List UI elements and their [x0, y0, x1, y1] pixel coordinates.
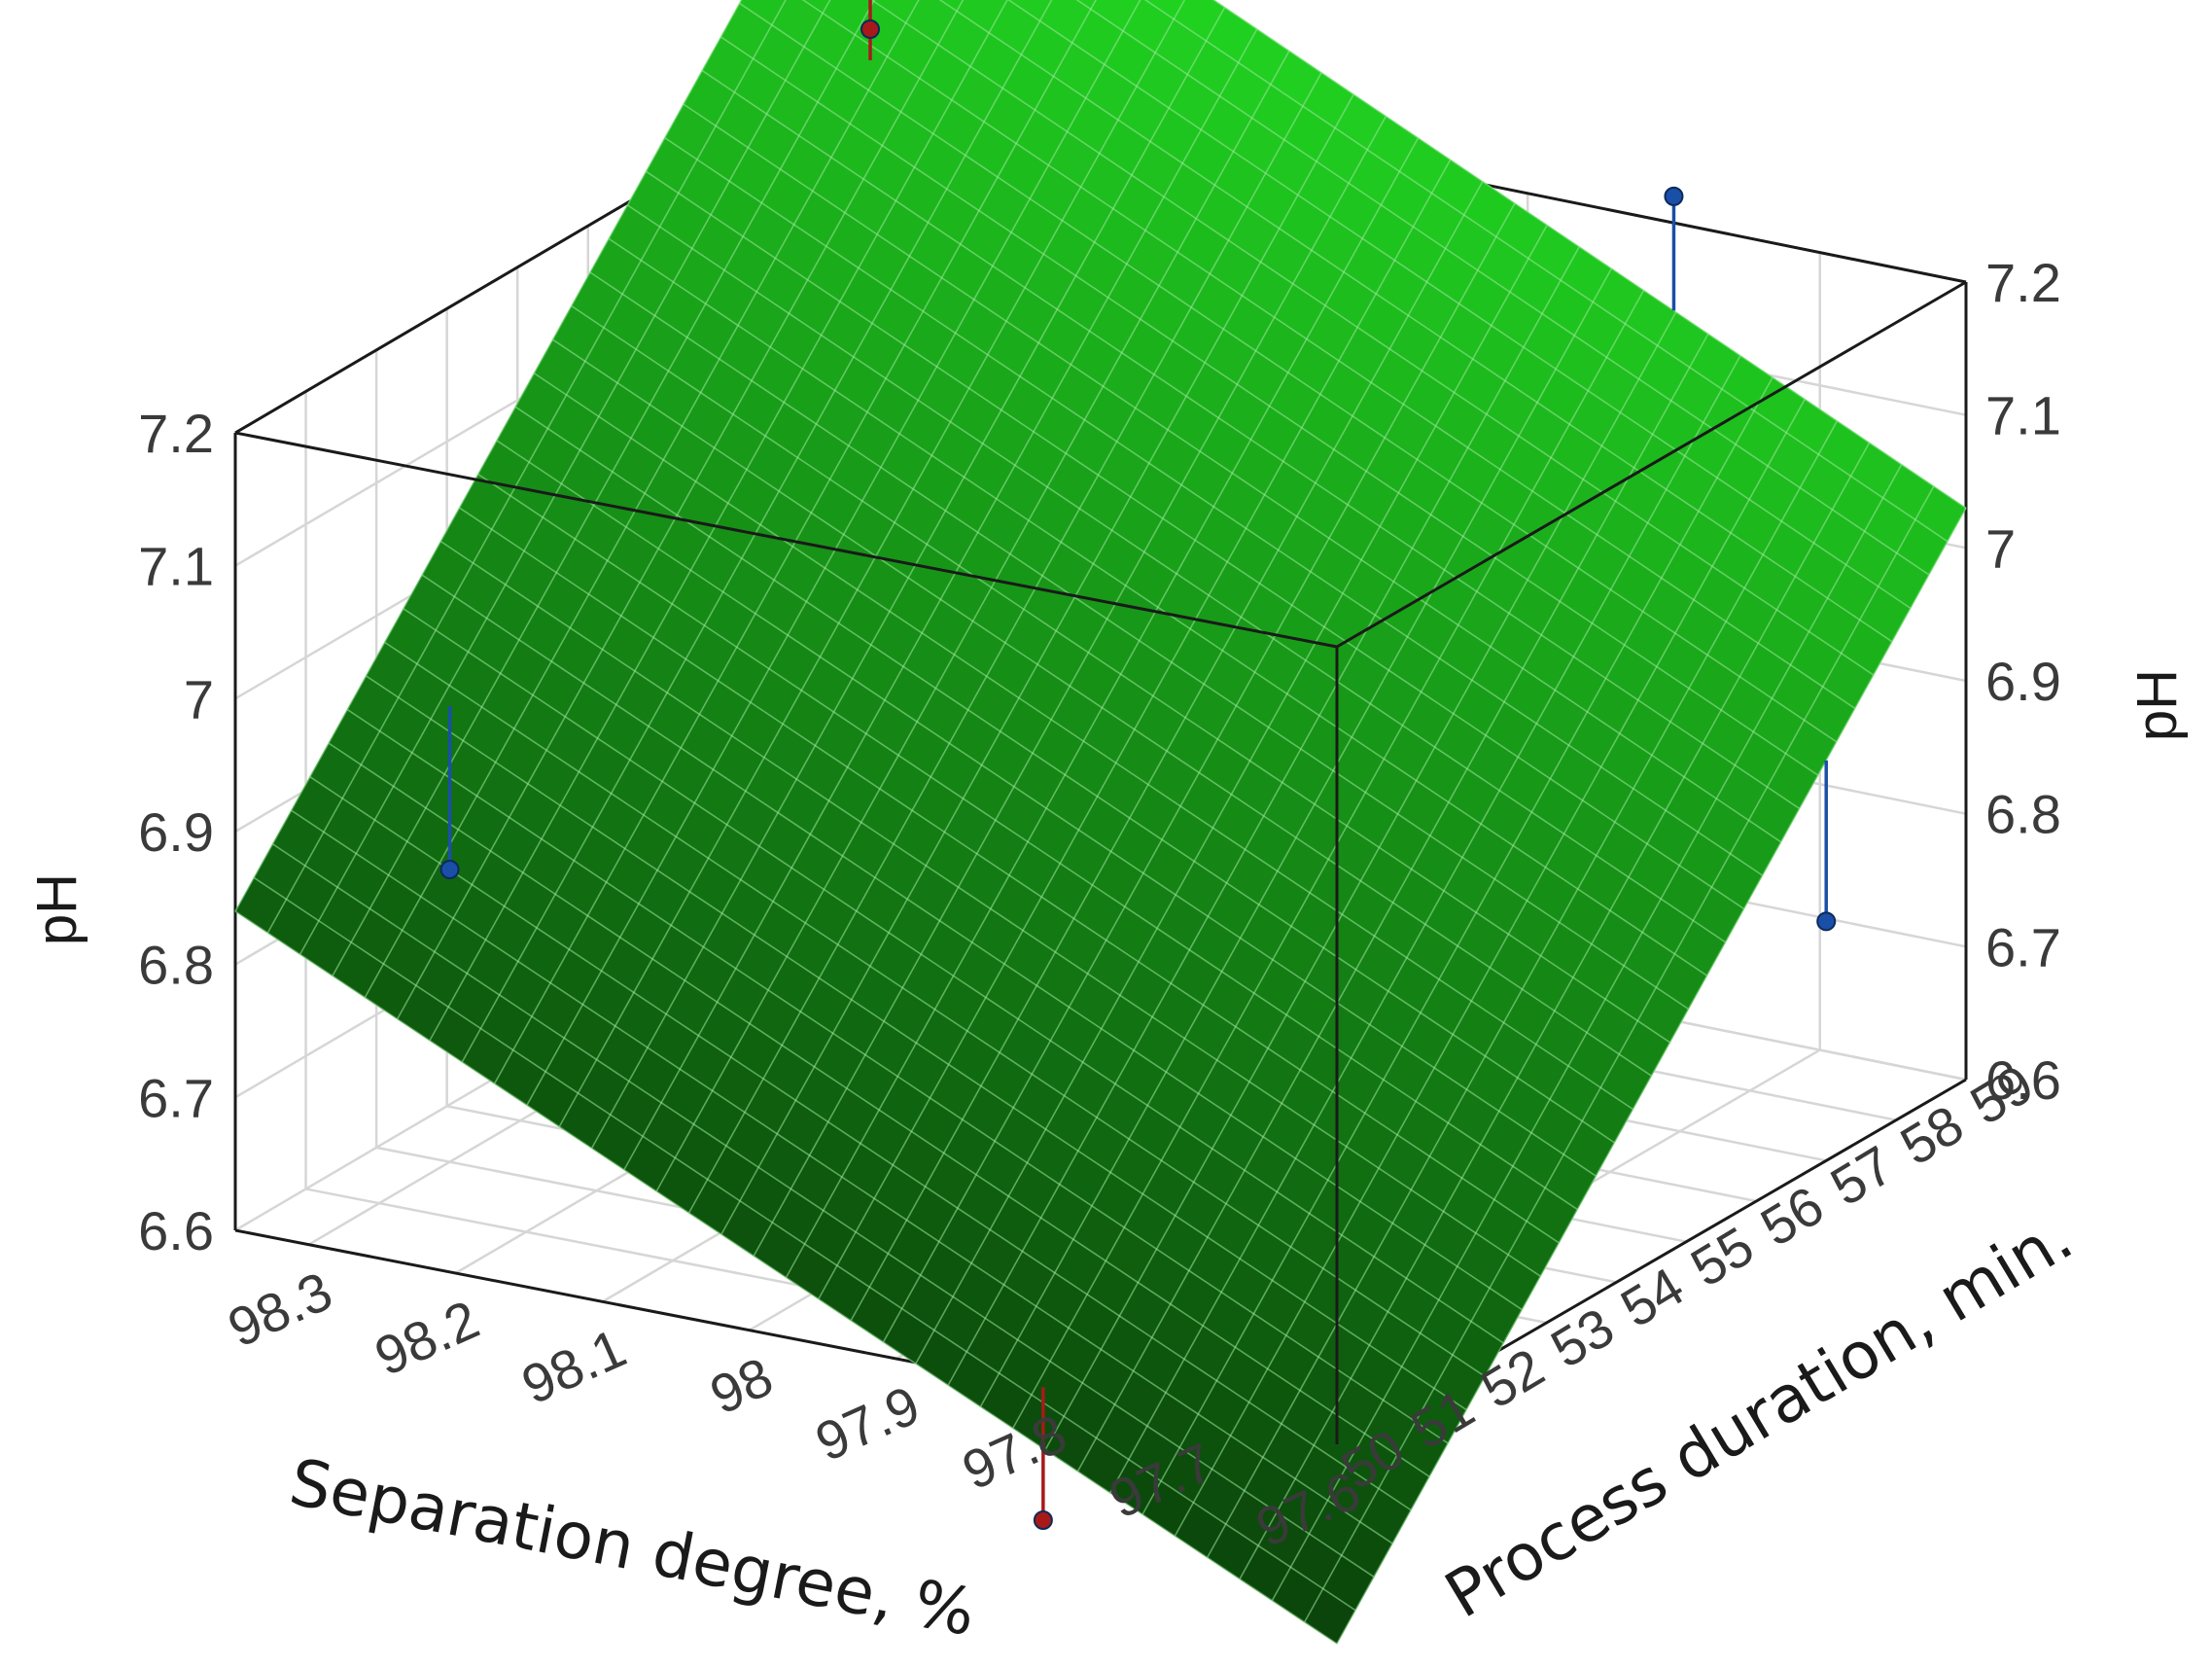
- surface-mesh-line: [514, 406, 1615, 1144]
- z-axis-title-left: pH: [25, 873, 88, 945]
- z-tick-label-right: 6.6: [1985, 1049, 2061, 1111]
- data-point: [1816, 911, 1837, 932]
- y-tick-label: 53: [1540, 1295, 1624, 1379]
- x-tick-label: 98.1: [512, 1317, 634, 1416]
- surface-mesh-line: [439, 540, 1541, 1277]
- z-tick-label-right: 7.1: [1985, 385, 2061, 446]
- y-tick-label: 57: [1820, 1134, 1904, 1218]
- x-tick-label: 97.9: [806, 1373, 928, 1473]
- y-tick-label: 56: [1750, 1174, 1834, 1258]
- surface-mesh-line: [571, 304, 1670, 1044]
- surface-mesh-line: [365, 675, 1467, 1411]
- y-tick-label: 58: [1890, 1093, 1974, 1177]
- surface-mesh-line: [253, 876, 1356, 1612]
- surface-mesh-line: [271, 843, 1375, 1578]
- data-point: [1664, 186, 1684, 206]
- x-axis-title: Separation degree, %: [284, 1444, 981, 1650]
- z-tick-label-right: 7.2: [1985, 252, 2061, 313]
- frame-edge-front: [1336, 280, 1967, 649]
- surface-mesh-line: [1143, 0, 1949, 543]
- surface-mesh-line: [1007, 0, 1912, 610]
- surface-mesh-line: [346, 708, 1449, 1444]
- surface-mesh-line: [234, 910, 1338, 1645]
- surface-mesh-line: [589, 271, 1690, 1011]
- surface-mesh-line: [552, 338, 1652, 1077]
- surface-mesh-line: [291, 809, 1393, 1544]
- surface-mesh-line: [626, 204, 1727, 943]
- x-tick-label: 98.3: [219, 1260, 340, 1359]
- data-point: [439, 860, 460, 880]
- y-tick-label: 54: [1610, 1256, 1694, 1339]
- z-tick-label-left: 7: [184, 668, 214, 729]
- surface-mesh-line: [870, 0, 1875, 676]
- z-tick-label-right: 7: [1985, 517, 2016, 579]
- x-tick-label: 98: [701, 1345, 782, 1426]
- data-point: [1033, 1510, 1053, 1530]
- z-tick-label-left: 7.1: [138, 536, 214, 597]
- surface-mesh-line: [1212, 0, 1967, 509]
- y-tick-label: 55: [1680, 1215, 1764, 1298]
- observed-points: [439, 0, 1837, 1530]
- surface-mesh-line: [477, 473, 1578, 1211]
- data-point: [860, 19, 880, 39]
- z-tick-label-left: 6.7: [138, 1067, 214, 1128]
- z-tick-label-left: 6.8: [138, 935, 214, 996]
- frame-edge-front: [234, 431, 1338, 649]
- z-tick-label-left: 7.2: [138, 403, 214, 464]
- surface-mesh-line: [1075, 0, 1930, 576]
- surface-mesh-line: [384, 641, 1486, 1377]
- surface-mesh-line: [938, 0, 1893, 643]
- surface-mesh-line: [720, 36, 1819, 776]
- z-tick-label-right: 6.9: [1985, 651, 2061, 712]
- surface-mesh-line: [403, 608, 1504, 1344]
- front-frame: [234, 280, 1967, 1444]
- surface-mesh-line: [664, 137, 1764, 876]
- surface-mesh-line: [739, 2, 1838, 743]
- surface-mesh-line: [801, 0, 1856, 710]
- surface-mesh-line: [683, 103, 1782, 843]
- surface-mesh-line: [421, 574, 1523, 1311]
- x-tick-label: 98.2: [366, 1288, 487, 1387]
- surface-mesh-line: [608, 237, 1708, 976]
- surface-mesh-line: [701, 69, 1801, 810]
- surface-mesh-line: [533, 373, 1633, 1111]
- z-tick-label-left: 6.6: [138, 1200, 214, 1261]
- surface-mesh-line: [309, 776, 1412, 1511]
- surface-mesh-line: [646, 170, 1745, 910]
- surface-mesh-line: [496, 440, 1597, 1177]
- z-tick-label-left: 6.9: [138, 801, 214, 863]
- surface-mesh-line: [328, 742, 1430, 1477]
- response-surface: [234, 0, 1967, 1645]
- surface-mesh-line: [459, 507, 1560, 1244]
- z-tick-label-right: 6.7: [1985, 916, 2061, 977]
- z-axis-title-right: pH: [2125, 669, 2189, 741]
- z-tick-label-right: 6.8: [1985, 784, 2061, 845]
